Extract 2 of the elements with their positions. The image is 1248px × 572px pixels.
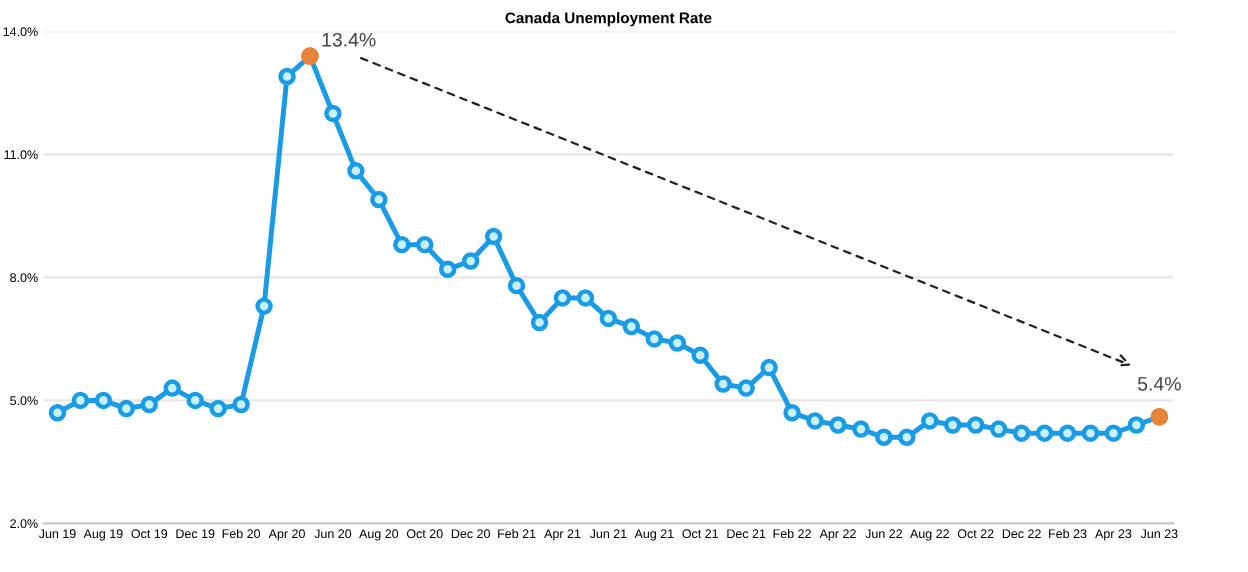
annotation: 13.4% (322, 32, 376, 47)
annotation: 5.4% (1137, 377, 1181, 391)
